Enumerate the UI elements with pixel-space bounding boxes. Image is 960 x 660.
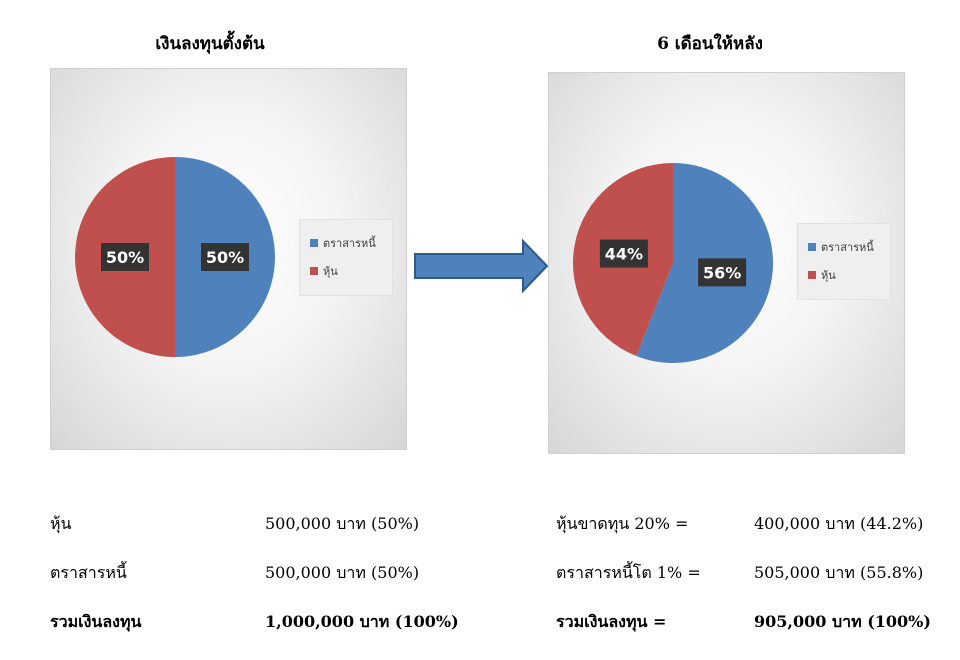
data-label-box (101, 243, 149, 271)
legend-label-bonds: ตราสารหนี้ (821, 241, 874, 254)
summary-right-label-total: รวมเงินลงทุน = (556, 612, 667, 631)
arrow-icon (414, 238, 549, 294)
summary-right-value-stocks: 400,000 บาท (44.2%) (754, 514, 924, 533)
legend-item-stocks: หุ้น (808, 266, 836, 284)
data-label-bonds: 56% (698, 258, 747, 287)
legend-swatch-bonds (310, 239, 318, 247)
data-label-stocks: 50% (101, 243, 149, 271)
data-label-stocks: 44% (599, 239, 648, 268)
chart-title-initial: เงินลงทุนตั้งต้น (155, 34, 265, 54)
summary-left-value-stocks: 500,000 บาท (50%) (265, 514, 420, 533)
data-label-text: 44% (605, 245, 643, 264)
summary-left-label-total: รวมเงินลงทุน (50, 612, 142, 631)
legend-label-bonds: ตราสารหนี้ (323, 237, 376, 250)
legend-item-stocks: หุ้น (310, 262, 338, 280)
chart-initial: 50% 50% ตราสารหนี้ หุ้น (50, 68, 407, 450)
summary-left-label-bonds: ตราสารหนี้ (50, 563, 127, 582)
data-label-text: 56% (703, 263, 741, 282)
legend-item-bonds: ตราสารหนี้ (808, 238, 874, 256)
summary-right-label-stocks: หุ้นขาดทุน 20% = (556, 514, 689, 533)
pie-initial: 50% 50% (75, 157, 275, 357)
data-label-text: 50% (106, 248, 144, 267)
pie-after-6-months: 56% 44% (573, 163, 773, 363)
legend-label-stocks: หุ้น (323, 265, 338, 278)
legend-after-6-months: ตราสารหนี้ หุ้น (797, 223, 891, 300)
data-label-text: 50% (206, 248, 244, 267)
summary-right-value-bonds: 505,000 บาท (55.8%) (754, 563, 924, 582)
summary-right-value-total: 905,000 บาท (100%) (754, 612, 931, 631)
legend-swatch-stocks (310, 267, 318, 275)
data-label-box (599, 239, 648, 268)
legend-swatch-bonds (808, 243, 816, 251)
summary-left-value-bonds: 500,000 บาท (50%) (265, 563, 420, 582)
legend-initial: ตราสารหนี้ หุ้น (299, 219, 393, 296)
chart-title-after-6-months: 6 เดือนให้หลัง (657, 34, 763, 54)
data-label-bonds: 50% (201, 243, 249, 271)
legend-item-bonds: ตราสารหนี้ (310, 234, 376, 252)
legend-swatch-stocks (808, 271, 816, 279)
summary-left-label-stocks: หุ้น (50, 514, 72, 533)
summary-right-label-bonds: ตราสารหนี้โต 1% = (556, 563, 701, 582)
chart-after-6-months: 56% 44% ตราสารหนี้ หุ้น (548, 72, 905, 454)
data-label-box (698, 258, 747, 287)
summary-left-value-total: 1,000,000 บาท (100%) (265, 612, 459, 631)
data-label-box (201, 243, 249, 271)
legend-label-stocks: หุ้น (821, 269, 836, 282)
